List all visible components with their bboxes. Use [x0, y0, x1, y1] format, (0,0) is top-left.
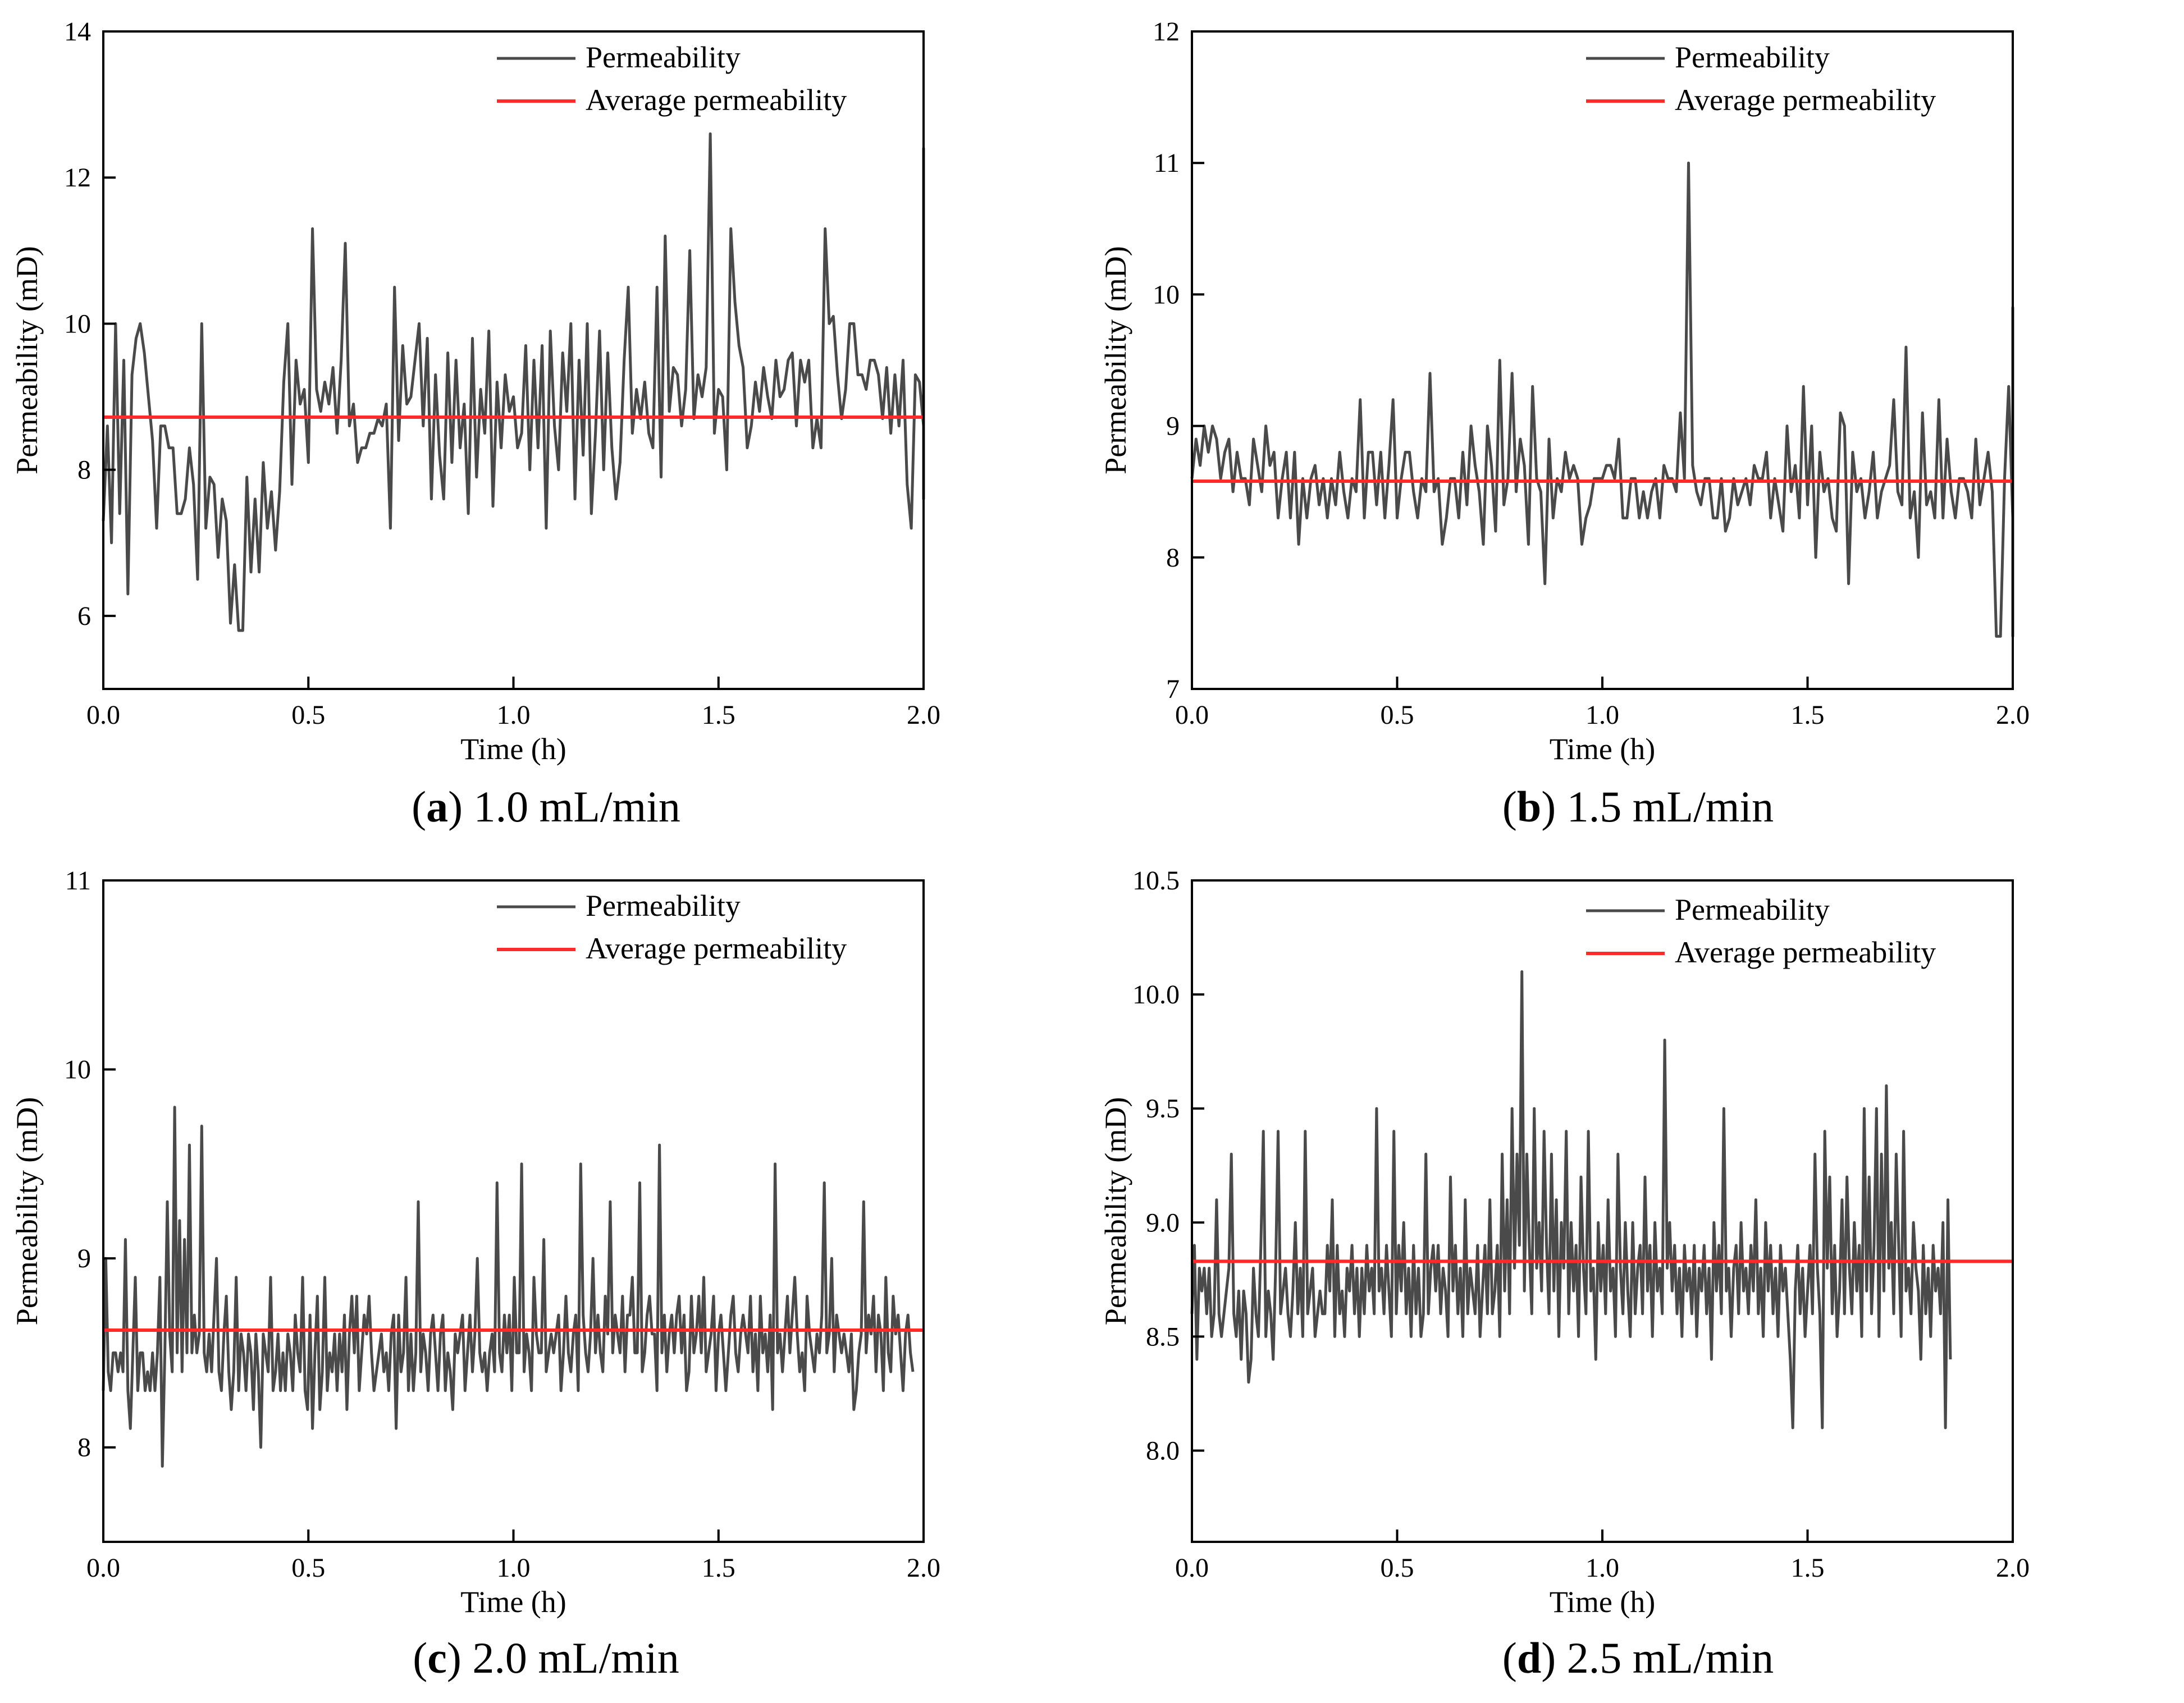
y-axis-label: Permeability (mD): [1099, 246, 1132, 474]
permeability-series-line: [1190, 970, 1952, 1430]
y-tick-label: 10: [1153, 280, 1180, 309]
x-tick-label: 0.0: [1175, 700, 1209, 730]
permeability-series-line: [1190, 161, 2014, 638]
x-tick-label: 0.5: [1381, 1553, 1414, 1583]
chart-a: 0.0 0.5 1.0 1.5 2.0 6 8 10 12 14 Time (h) Permeabil…: [10, 17, 940, 766]
legend-permeability-label: Permeability: [586, 889, 741, 923]
x-tick-label: 1.0: [1586, 700, 1619, 730]
y-axis-label: Permeability (mD): [10, 1097, 44, 1325]
chart-d: 0.0 0.5 1.0 1.5 2.0 8.0 8.5 9.0 9.5 10.0 10.5 Time …: [1099, 866, 2030, 1619]
x-tick-label: 1.5: [702, 700, 735, 730]
x-tick-label: 0.5: [291, 700, 325, 730]
caption-letter: a: [426, 782, 449, 831]
caption-b: (b) 1.5 mL/min: [1502, 782, 1774, 831]
x-tick-label: 0.0: [1175, 1553, 1209, 1583]
caption-rate: 1.0 mL/min: [473, 782, 680, 831]
caption-a: (a) 1.0 mL/min: [412, 782, 680, 831]
caption-letter: b: [1516, 782, 1542, 831]
x-tick-label: 1.5: [702, 1553, 735, 1583]
plot-frame: [102, 879, 925, 1543]
legend-average-label: Average permeability: [586, 932, 847, 965]
legend-average-label: Average permeability: [1675, 83, 1936, 117]
chart-b: 0.0 0.5 1.0 1.5 2.0 7 8 9 10 11 12 Time (h) Permeabi…: [1099, 17, 2030, 766]
y-tick-label: 10: [64, 309, 91, 339]
y-tick-label: 6: [77, 601, 91, 631]
chart-c: 0.0 0.5 1.0 1.5 2.0 8 9 10 11 Time (h) Permeabilit…: [10, 866, 940, 1619]
legend-average-label: Average permeability: [1675, 935, 1936, 969]
y-tick-label: 10.0: [1132, 980, 1180, 1010]
x-tick-label: 0.5: [291, 1553, 325, 1583]
y-tick-label: 10.5: [1132, 866, 1180, 896]
caption-letter: d: [1516, 1633, 1542, 1682]
y-tick-label: 8.0: [1146, 1436, 1180, 1466]
legend-permeability-label: Permeability: [1675, 40, 1830, 74]
x-tick-label: 2.0: [1996, 700, 2030, 730]
caption-rate: 2.0 mL/min: [472, 1633, 679, 1682]
permeability-series-line: [102, 132, 925, 632]
x-axis-label: Time (h): [460, 1585, 566, 1619]
y-axis-label: Permeability (mD): [1099, 1097, 1132, 1325]
y-tick-label: 7: [1166, 674, 1180, 704]
x-tick-label: 1.0: [1586, 1553, 1619, 1583]
x-tick-label: 1.0: [497, 1553, 531, 1583]
y-tick-label: 12: [1153, 17, 1180, 47]
y-axis-label: Permeability (mD): [10, 246, 44, 474]
y-tick-label: 11: [65, 866, 91, 896]
x-tick-label: 1.5: [1791, 700, 1825, 730]
panel-b: 0.0 0.5 1.0 1.5 2.0 7 8 9 10 11 12 Time (h) Permeabi…: [1092, 0, 2184, 851]
y-tick-label: 14: [64, 17, 91, 47]
x-tick-label: 2.0: [907, 700, 940, 730]
x-tick-label: 1.5: [1791, 1553, 1825, 1583]
panel-c: 0.0 0.5 1.0 1.5 2.0 8 9 10 11 Time (h) Permeabilit…: [0, 851, 1092, 1702]
caption-letter: c: [427, 1633, 447, 1682]
caption-c: (c) 2.0 mL/min: [413, 1633, 679, 1682]
panel-d: 0.0 0.5 1.0 1.5 2.0 8.0 8.5 9.0 9.5 10.0 10.5 Time …: [1092, 851, 2184, 1702]
y-tick-label: 8.5: [1146, 1322, 1180, 1352]
x-axis-label: Time (h): [460, 732, 566, 766]
y-tick-label: 9: [1166, 412, 1180, 441]
y-tick-label: 10: [64, 1055, 91, 1085]
plot-frame: [1191, 879, 2014, 1543]
caption-rate: 1.5 mL/min: [1566, 782, 1774, 831]
plot-frame: [1191, 30, 2014, 690]
caption-d: (d) 2.5 mL/min: [1502, 1633, 1774, 1682]
panel-a: 0.0 0.5 1.0 1.5 2.0 6 8 10 12 14 Time (h) Permeabil…: [0, 0, 1092, 851]
legend-permeability-label: Permeability: [1675, 893, 1830, 926]
legend-average-label: Average permeability: [586, 83, 847, 117]
y-tick-label: 8: [77, 1433, 91, 1463]
y-tick-label: 12: [64, 163, 91, 193]
y-tick-label: 11: [1154, 148, 1180, 178]
y-tick-label: 9.0: [1146, 1208, 1180, 1238]
y-tick-label: 9: [77, 1244, 91, 1273]
caption-rate: 2.5 mL/min: [1566, 1633, 1774, 1682]
x-tick-label: 2.0: [1996, 1553, 2030, 1583]
y-tick-label: 8: [77, 455, 91, 485]
x-tick-label: 0.0: [86, 700, 120, 730]
permeability-series-line: [102, 1106, 915, 1468]
y-tick-label: 8: [1166, 543, 1180, 573]
legend-permeability-label: Permeability: [586, 40, 741, 74]
y-tick-label: 9.5: [1146, 1094, 1180, 1124]
x-tick-label: 0.0: [86, 1553, 120, 1583]
x-axis-label: Time (h): [1550, 732, 1656, 766]
x-axis-label: Time (h): [1550, 1585, 1656, 1619]
x-tick-label: 2.0: [907, 1553, 940, 1583]
x-tick-label: 0.5: [1381, 700, 1414, 730]
x-tick-label: 1.0: [497, 700, 531, 730]
